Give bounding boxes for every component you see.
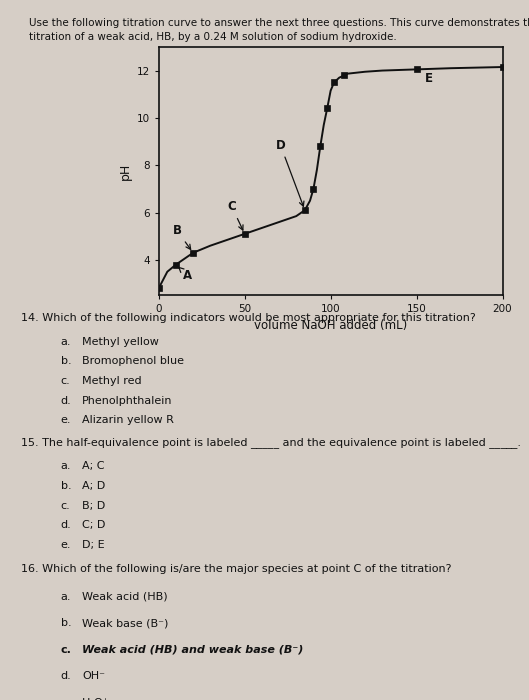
Text: C: C bbox=[227, 200, 243, 230]
Text: Phenolphthalein: Phenolphthalein bbox=[82, 395, 172, 405]
Text: e.: e. bbox=[61, 415, 71, 425]
Text: Weak base (B⁻): Weak base (B⁻) bbox=[82, 618, 168, 628]
Text: Use the following titration curve to answer the next three questions. This curve: Use the following titration curve to ans… bbox=[29, 18, 529, 28]
Text: e.: e. bbox=[61, 540, 71, 550]
Text: Weak acid (HB) and weak base (B⁻): Weak acid (HB) and weak base (B⁻) bbox=[82, 645, 303, 654]
Text: a.: a. bbox=[61, 592, 71, 601]
Text: E: E bbox=[425, 72, 433, 85]
Text: Methyl red: Methyl red bbox=[82, 376, 142, 386]
Text: d.: d. bbox=[61, 671, 71, 681]
Text: e.: e. bbox=[61, 698, 71, 700]
Text: c.: c. bbox=[61, 645, 72, 654]
Text: b.: b. bbox=[61, 481, 71, 491]
Text: c.: c. bbox=[61, 500, 70, 510]
Text: b.: b. bbox=[61, 618, 71, 628]
Text: Methyl yellow: Methyl yellow bbox=[82, 337, 159, 346]
Text: a.: a. bbox=[61, 337, 71, 346]
Text: Bromophenol blue: Bromophenol blue bbox=[82, 356, 184, 366]
Text: 14. Which of the following indicators would be most appropriate for this titrati: 14. Which of the following indicators wo… bbox=[21, 313, 476, 323]
X-axis label: volume NaOH added (mL): volume NaOH added (mL) bbox=[254, 318, 407, 332]
Text: Weak acid (HB): Weak acid (HB) bbox=[82, 592, 168, 601]
Text: C; D: C; D bbox=[82, 520, 105, 530]
Text: D: D bbox=[276, 139, 304, 206]
Y-axis label: pH: pH bbox=[119, 162, 132, 180]
Text: titration of a weak acid, HB, by a 0.24 M solution of sodium hydroxide.: titration of a weak acid, HB, by a 0.24 … bbox=[29, 32, 397, 41]
Text: d.: d. bbox=[61, 520, 71, 530]
Text: b.: b. bbox=[61, 356, 71, 366]
Text: OH⁻: OH⁻ bbox=[82, 671, 105, 681]
Text: A: A bbox=[178, 267, 192, 282]
Text: D; E: D; E bbox=[82, 540, 105, 550]
Text: a.: a. bbox=[61, 461, 71, 471]
Text: c.: c. bbox=[61, 376, 70, 386]
Text: 15. The half-equivalence point is labeled _____ and the equivalence point is lab: 15. The half-equivalence point is labele… bbox=[21, 438, 521, 449]
Text: A; C: A; C bbox=[82, 461, 105, 471]
Text: d.: d. bbox=[61, 395, 71, 405]
Text: A; D: A; D bbox=[82, 481, 105, 491]
Text: 16. Which of the following is/are the major species at point C of the titration?: 16. Which of the following is/are the ma… bbox=[21, 564, 452, 573]
Text: B; D: B; D bbox=[82, 500, 105, 510]
Text: H₃O⁺: H₃O⁺ bbox=[82, 698, 110, 700]
Text: Alizarin yellow R: Alizarin yellow R bbox=[82, 415, 174, 425]
Text: B: B bbox=[172, 224, 190, 249]
